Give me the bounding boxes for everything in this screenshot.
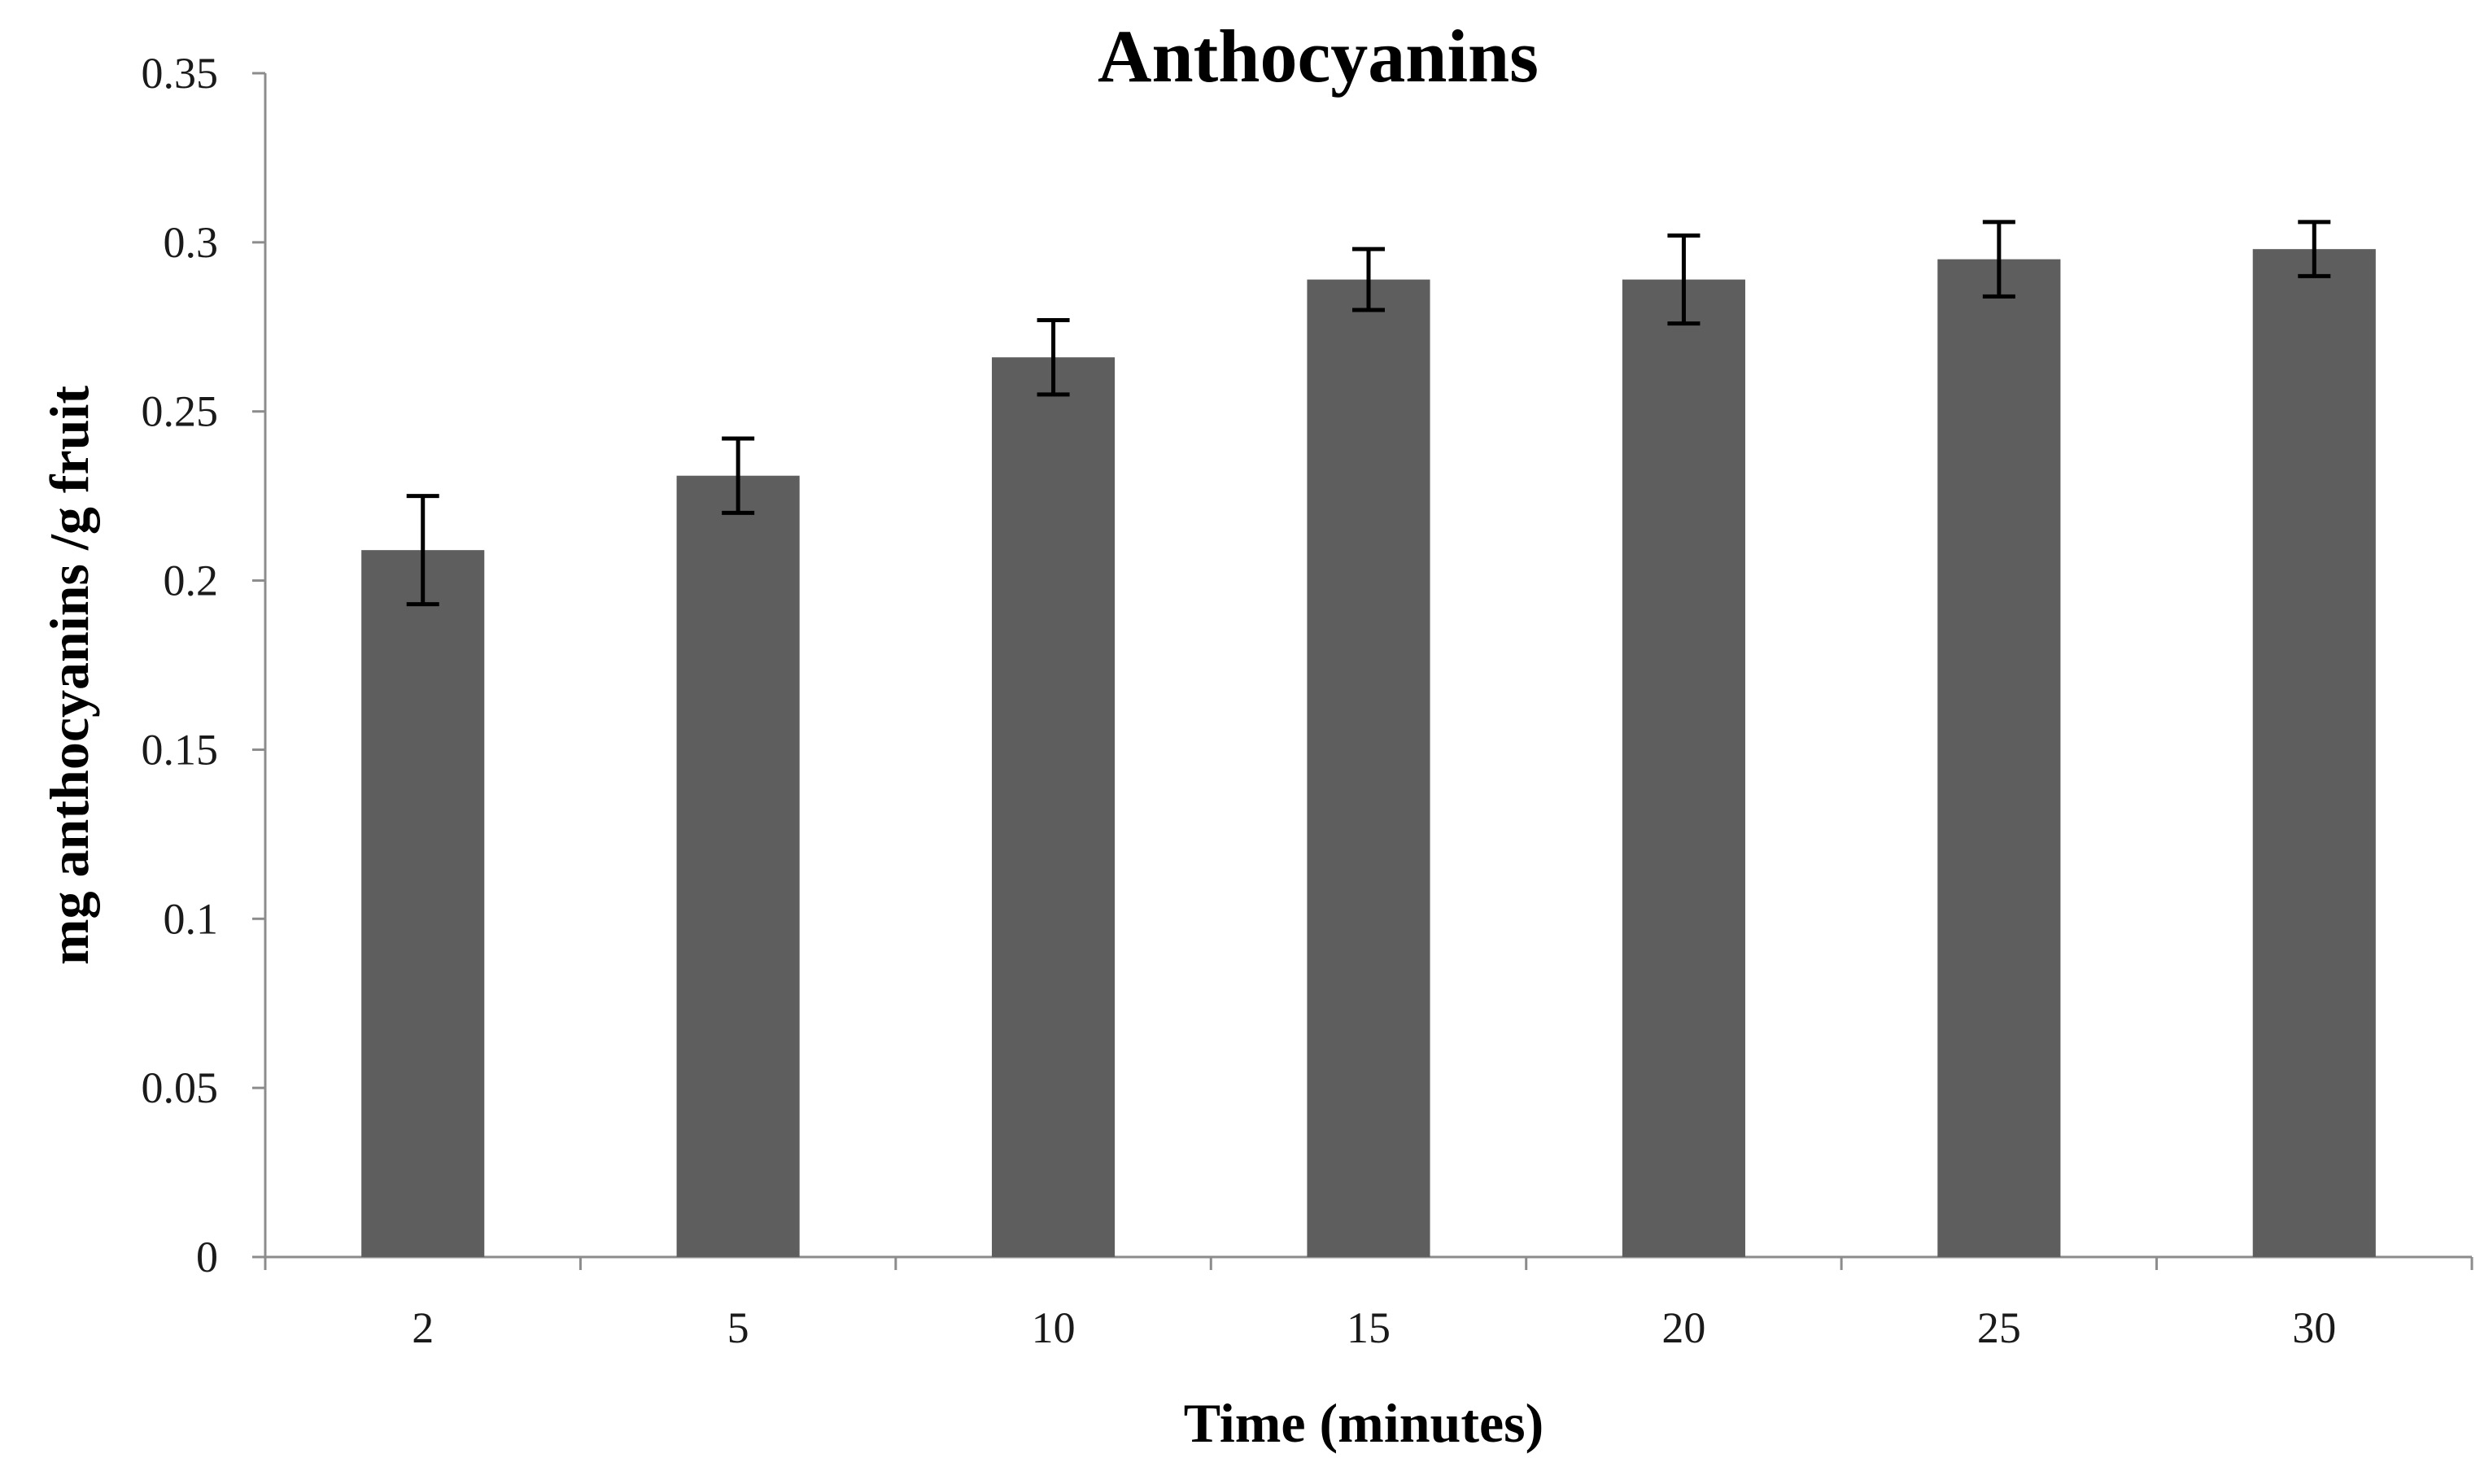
x-tick-label: 10 <box>1032 1303 1076 1352</box>
y-tick-label: 0.3 <box>164 218 219 267</box>
y-tick-label: 0.35 <box>142 49 219 98</box>
y-tick-label: 0 <box>196 1233 218 1281</box>
bar <box>1937 259 2061 1258</box>
y-tick-label: 0.25 <box>142 387 219 436</box>
x-tick-label: 25 <box>1977 1303 2021 1352</box>
bar <box>992 357 1116 1258</box>
y-tick-label: 0.1 <box>164 894 219 943</box>
plot-area: 00.050.10.150.20.250.30.352 5 10 15 20 25 30 <box>142 49 2473 1352</box>
y-tick-label: 0.2 <box>164 556 219 605</box>
bar <box>1622 279 1745 1258</box>
x-axis-title: Time (minutes) <box>1184 1392 1544 1454</box>
chart-title: Anthocyanins <box>1098 15 1539 98</box>
x-tick-label: 20 <box>1661 1303 1705 1352</box>
x-tick-label: 5 <box>727 1303 749 1352</box>
bar <box>676 475 800 1257</box>
y-tick-label: 0.05 <box>142 1063 219 1112</box>
bar <box>361 550 485 1257</box>
x-tick-label: 2 <box>412 1303 434 1352</box>
y-axis-title: mg anthocyanins /g fruit <box>38 386 100 966</box>
x-tick-label: 15 <box>1347 1303 1391 1352</box>
bar <box>2252 249 2376 1258</box>
y-tick-label: 0.15 <box>142 725 219 774</box>
bar <box>1307 279 1430 1258</box>
x-tick-label: 30 <box>2292 1303 2336 1352</box>
